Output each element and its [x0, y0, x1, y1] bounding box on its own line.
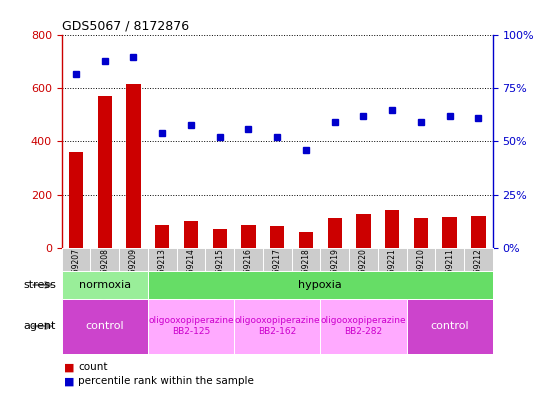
Bar — [62, 299, 148, 354]
Bar — [155, 225, 169, 248]
Bar — [241, 225, 255, 248]
Text: GSM1169209: GSM1169209 — [129, 248, 138, 299]
Text: control: control — [431, 321, 469, 331]
Text: GSM1169218: GSM1169218 — [301, 248, 310, 299]
Text: GSM1169211: GSM1169211 — [445, 248, 454, 299]
Bar — [270, 226, 284, 248]
Text: GSM1169210: GSM1169210 — [417, 248, 426, 299]
Text: GSM1169219: GSM1169219 — [330, 248, 339, 299]
Text: count: count — [78, 362, 108, 373]
Text: GSM1169214: GSM1169214 — [186, 248, 195, 299]
Text: GSM1169212: GSM1169212 — [474, 248, 483, 299]
Text: GSM1169215: GSM1169215 — [215, 248, 224, 299]
Text: stress: stress — [23, 280, 56, 290]
Bar — [148, 299, 234, 354]
Bar — [184, 221, 198, 248]
Text: GSM1169207: GSM1169207 — [72, 248, 81, 299]
Text: ■: ■ — [64, 376, 75, 386]
Text: percentile rank within the sample: percentile rank within the sample — [78, 376, 254, 386]
Text: GDS5067 / 8172876: GDS5067 / 8172876 — [62, 20, 189, 33]
Text: normoxia: normoxia — [78, 280, 131, 290]
Bar — [407, 299, 493, 354]
Text: oligooxopiperazine
BB2-162: oligooxopiperazine BB2-162 — [235, 316, 320, 336]
Text: oligooxopiperazine
BB2-282: oligooxopiperazine BB2-282 — [321, 316, 406, 336]
Bar — [126, 84, 141, 248]
Bar — [69, 152, 83, 248]
Text: GSM1169220: GSM1169220 — [359, 248, 368, 299]
Bar — [328, 219, 342, 248]
Text: control: control — [86, 321, 124, 331]
Text: ■: ■ — [64, 362, 75, 373]
Bar — [97, 96, 112, 248]
Text: oligooxopiperazine
BB2-125: oligooxopiperazine BB2-125 — [148, 316, 234, 336]
Text: GSM1169217: GSM1169217 — [273, 248, 282, 299]
Text: hypoxia: hypoxia — [298, 280, 342, 290]
Bar — [385, 211, 399, 248]
Text: GSM1169208: GSM1169208 — [100, 248, 109, 299]
Bar — [471, 216, 486, 248]
Bar — [414, 219, 428, 248]
Text: agent: agent — [24, 321, 56, 331]
Bar — [356, 215, 371, 248]
Text: GSM1169213: GSM1169213 — [158, 248, 167, 299]
Bar — [320, 299, 407, 354]
Bar — [299, 231, 313, 248]
Bar — [148, 271, 493, 299]
Bar — [442, 217, 457, 248]
Bar — [62, 271, 148, 299]
Text: GSM1169216: GSM1169216 — [244, 248, 253, 299]
Text: GSM1169221: GSM1169221 — [388, 248, 396, 299]
Bar — [234, 299, 320, 354]
Bar — [212, 229, 227, 248]
